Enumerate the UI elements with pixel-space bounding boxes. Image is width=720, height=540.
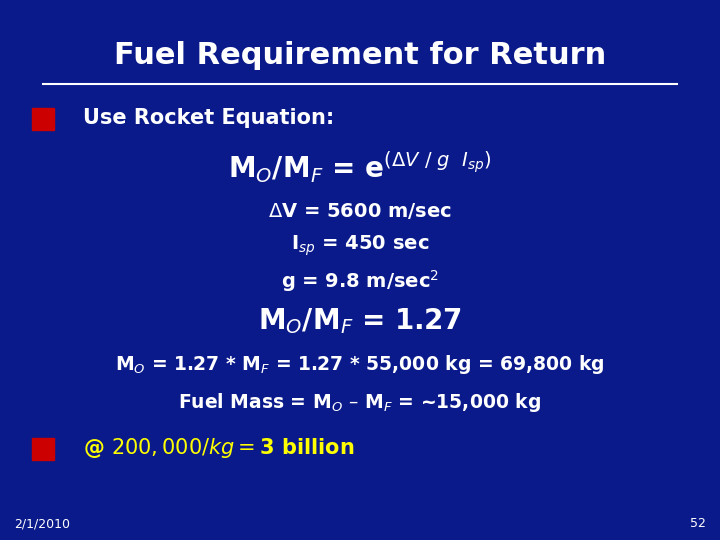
Text: @ $200,000 / kg = $3 billion: @ $200,000 / kg = $3 billion xyxy=(83,436,354,460)
Text: Fuel Mass = M$_O$ – M$_F$ = ~15,000 kg: Fuel Mass = M$_O$ – M$_F$ = ~15,000 kg xyxy=(179,391,541,414)
FancyBboxPatch shape xyxy=(32,108,54,130)
FancyBboxPatch shape xyxy=(32,438,54,460)
Text: $\Delta$V = 5600 m/sec: $\Delta$V = 5600 m/sec xyxy=(268,200,452,221)
Text: I$_{sp}$ = 450 sec: I$_{sp}$ = 450 sec xyxy=(291,233,429,258)
Text: 2/1/2010: 2/1/2010 xyxy=(14,517,71,530)
Text: M$_O$/M$_F$ = e$^{(\Delta V\ /\ g\ \ I_{sp})}$: M$_O$/M$_F$ = e$^{(\Delta V\ /\ g\ \ I_{… xyxy=(228,150,492,185)
Text: M$_O$/M$_F$ = 1.27: M$_O$/M$_F$ = 1.27 xyxy=(258,306,462,336)
Text: Use Rocket Equation:: Use Rocket Equation: xyxy=(83,107,334,128)
Text: 52: 52 xyxy=(690,517,706,530)
Text: g = 9.8 m/sec$^2$: g = 9.8 m/sec$^2$ xyxy=(281,268,439,294)
Text: Fuel Requirement for Return: Fuel Requirement for Return xyxy=(114,40,606,70)
Text: M$_O$ = 1.27 * M$_F$ = 1.27 * 55,000 kg = 69,800 kg: M$_O$ = 1.27 * M$_F$ = 1.27 * 55,000 kg … xyxy=(115,353,605,376)
